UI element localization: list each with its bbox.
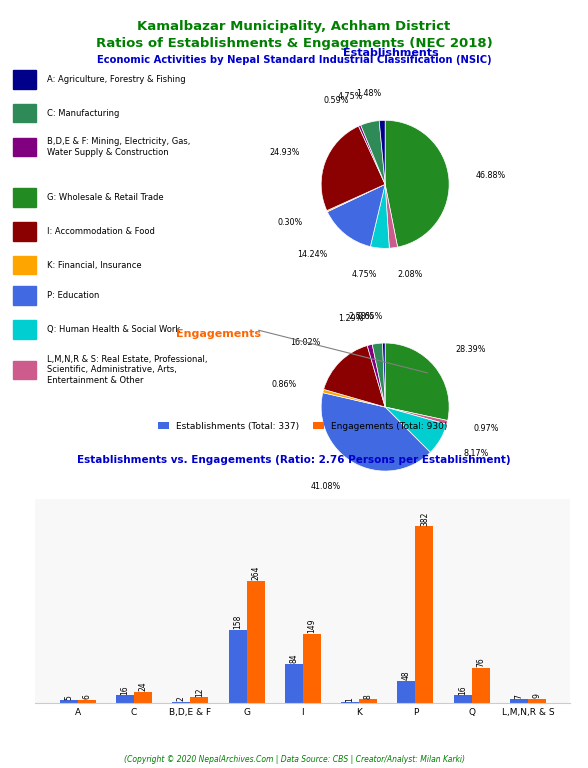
Text: 16: 16 [458,685,467,695]
Text: A: Agriculture, Forestry & Fishing: A: Agriculture, Forestry & Fishing [46,74,185,84]
Text: 1: 1 [346,697,355,702]
Text: 41.08%: 41.08% [311,482,341,491]
Wedge shape [385,343,449,421]
Wedge shape [385,407,447,425]
Text: 2: 2 [177,697,186,701]
Text: 2.58%: 2.58% [349,313,374,321]
Bar [13,286,36,305]
Text: 5: 5 [64,695,73,700]
Text: Establishments vs. Engagements (Ratio: 2.76 Persons per Establishment): Establishments vs. Engagements (Ratio: 2… [77,455,511,465]
Bar [472,667,490,703]
Bar [510,700,528,703]
Text: 0.86%: 0.86% [272,379,297,389]
Wedge shape [321,126,385,210]
Text: (Copyright © 2020 NepalArchives.Com | Data Source: CBS | Creator/Analyst: Milan : (Copyright © 2020 NepalArchives.Com | Da… [123,755,465,764]
Text: 1.48%: 1.48% [356,89,381,98]
Text: Establishments: Establishments [343,48,439,58]
Wedge shape [321,392,430,471]
Text: 0.59%: 0.59% [323,97,349,105]
Bar [303,634,321,703]
Text: 7: 7 [514,694,523,699]
Wedge shape [370,184,389,248]
Bar [78,700,96,703]
Text: Economic Activities by Nepal Standard Industrial Classification (NSIC): Economic Activities by Nepal Standard In… [96,55,492,65]
Text: 158: 158 [233,615,242,629]
Text: Engagements: Engagements [176,329,262,339]
Bar [134,692,152,703]
Bar [13,361,36,379]
Text: 6: 6 [82,694,91,700]
Wedge shape [323,346,385,407]
Text: 24: 24 [138,681,148,691]
Bar [359,699,377,703]
Text: 14.24%: 14.24% [298,250,328,260]
Text: 264: 264 [251,566,260,580]
Text: 76: 76 [476,657,485,667]
Text: 149: 149 [308,619,316,634]
Bar [454,695,472,703]
Bar [116,695,134,703]
Wedge shape [385,121,449,247]
Bar [13,320,36,339]
Text: 0.65%: 0.65% [358,312,383,321]
Text: 1.29%: 1.29% [338,314,363,323]
Text: 28.39%: 28.39% [456,346,486,355]
Text: 16.02%: 16.02% [290,339,321,347]
Wedge shape [360,121,385,184]
Text: L,M,N,R & S: Real Estate, Professional,
Scientific, Administrative, Arts,
Entert: L,M,N,R & S: Real Estate, Professional, … [46,355,207,385]
Bar [285,664,303,703]
Bar [397,680,415,703]
Wedge shape [383,343,385,407]
Text: 84: 84 [289,654,298,664]
Text: K: Financial, Insurance: K: Financial, Insurance [46,260,141,270]
Wedge shape [327,184,385,212]
Text: 16: 16 [121,685,129,695]
Wedge shape [372,343,385,407]
Bar [415,526,433,703]
Wedge shape [385,407,447,452]
Text: 8.17%: 8.17% [463,449,489,458]
Bar [13,137,36,156]
Bar [13,104,36,122]
Text: C: Manufacturing: C: Manufacturing [46,108,119,118]
Wedge shape [359,125,385,184]
Bar [246,581,265,703]
Text: 4.75%: 4.75% [338,91,363,101]
Text: 9: 9 [533,694,542,698]
Bar [13,188,36,207]
Text: I: Accommodation & Food: I: Accommodation & Food [46,227,155,236]
Bar [172,702,191,703]
Text: Ratios of Establishments & Engagements (NEC 2018): Ratios of Establishments & Engagements (… [96,37,492,50]
Text: 8: 8 [363,694,373,699]
Text: 48: 48 [402,670,411,680]
Wedge shape [323,389,385,407]
Bar [59,700,78,703]
Text: G: Wholesale & Retail Trade: G: Wholesale & Retail Trade [46,193,163,202]
Bar [528,699,546,703]
Text: 12: 12 [195,687,203,697]
Text: P: Education: P: Education [46,291,99,300]
Text: Q: Human Health & Social Work: Q: Human Health & Social Work [46,325,180,334]
Text: 2.08%: 2.08% [397,270,422,279]
Bar [13,222,36,240]
Wedge shape [379,121,385,184]
Text: Kamalbazar Municipality, Achham District: Kamalbazar Municipality, Achham District [138,20,450,33]
Text: 0.97%: 0.97% [473,425,499,433]
Bar [191,697,208,703]
Legend: Establishments (Total: 337), Engagements (Total: 930): Establishments (Total: 337), Engagements… [155,419,451,435]
Text: 24.93%: 24.93% [269,148,300,157]
Bar [229,630,246,703]
Bar [13,256,36,274]
Wedge shape [328,184,385,247]
Text: 4.75%: 4.75% [352,270,377,280]
Wedge shape [368,344,385,407]
Text: 46.88%: 46.88% [476,171,506,180]
Wedge shape [385,184,397,248]
Text: B,D,E & F: Mining, Electricity, Gas,
Water Supply & Construction: B,D,E & F: Mining, Electricity, Gas, Wat… [46,137,190,157]
Text: 382: 382 [420,511,429,525]
Bar [13,70,36,88]
Text: 0.30%: 0.30% [278,218,303,227]
